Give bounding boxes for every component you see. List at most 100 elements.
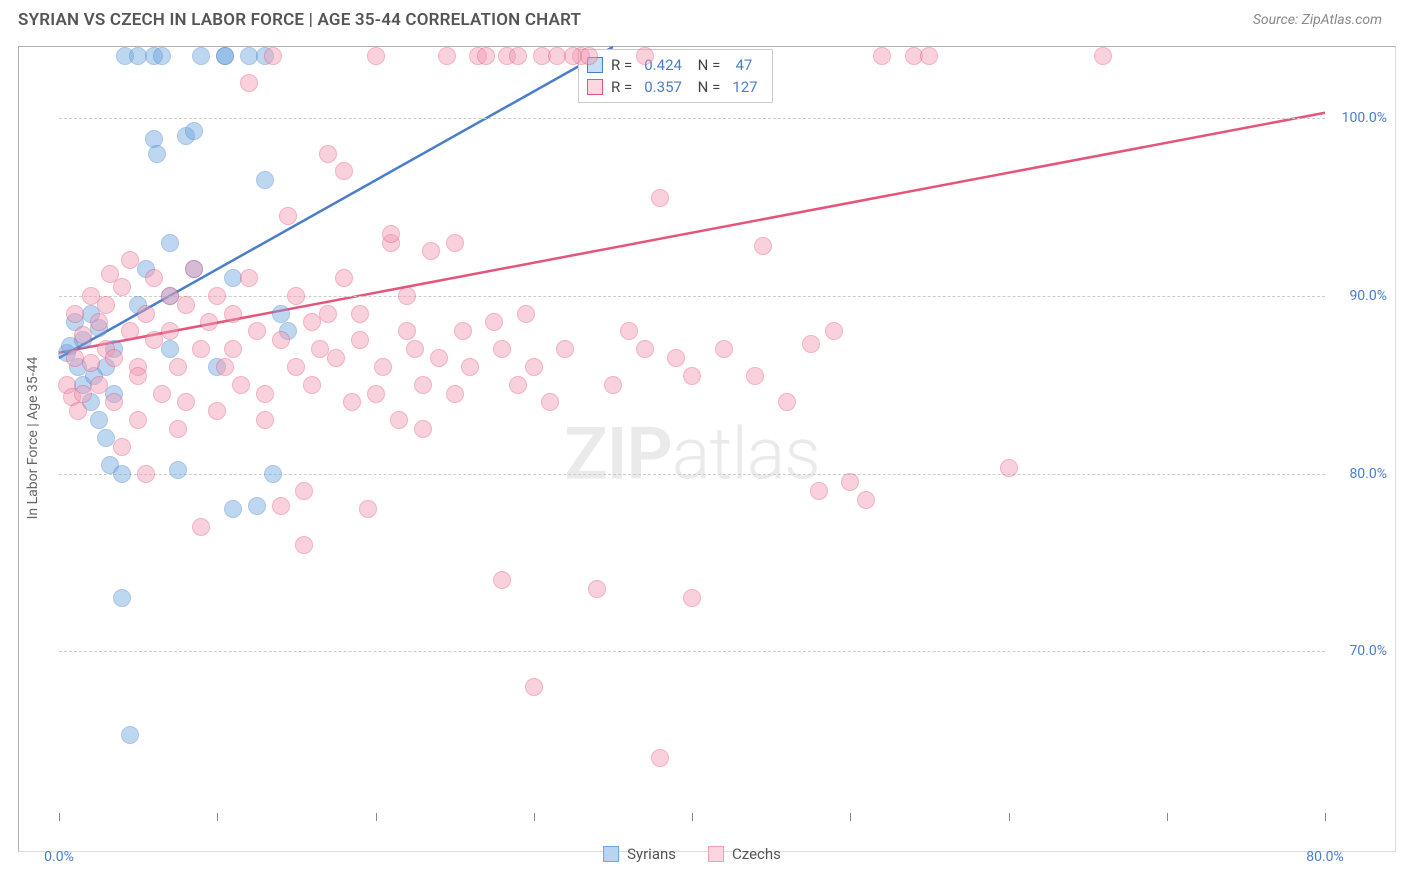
data-point bbox=[683, 367, 701, 385]
data-point bbox=[224, 500, 242, 518]
data-point bbox=[192, 47, 210, 65]
legend-swatch bbox=[603, 846, 619, 862]
data-point bbox=[287, 287, 305, 305]
data-point bbox=[169, 461, 187, 479]
data-point bbox=[137, 465, 155, 483]
data-point bbox=[509, 376, 527, 394]
data-point bbox=[90, 376, 108, 394]
data-point bbox=[224, 305, 242, 323]
data-point bbox=[177, 296, 195, 314]
data-point bbox=[295, 482, 313, 500]
data-point bbox=[335, 162, 353, 180]
data-point bbox=[185, 260, 203, 278]
x-tick-label: 80.0% bbox=[1306, 849, 1344, 865]
data-point bbox=[90, 411, 108, 429]
data-point bbox=[430, 349, 448, 367]
data-point bbox=[438, 47, 456, 65]
data-point bbox=[264, 465, 282, 483]
data-point bbox=[272, 331, 290, 349]
data-point bbox=[303, 376, 321, 394]
stats-legend: R =0.424 N =47R =0.357 N =127 bbox=[578, 49, 773, 103]
data-point bbox=[778, 393, 796, 411]
data-point bbox=[208, 402, 226, 420]
data-point bbox=[398, 287, 416, 305]
legend-swatch bbox=[587, 79, 603, 95]
data-point bbox=[66, 305, 84, 323]
data-point bbox=[105, 393, 123, 411]
data-point bbox=[121, 322, 139, 340]
data-point bbox=[509, 47, 527, 65]
data-point bbox=[113, 278, 131, 296]
data-point bbox=[287, 358, 305, 376]
data-point bbox=[454, 322, 472, 340]
data-point bbox=[390, 411, 408, 429]
data-point bbox=[651, 189, 669, 207]
x-tick bbox=[534, 813, 535, 821]
y-tick-label: 70.0% bbox=[1332, 643, 1387, 659]
data-point bbox=[746, 367, 764, 385]
x-tick-label: 0.0% bbox=[44, 849, 74, 865]
data-point bbox=[295, 536, 313, 554]
gridline-h bbox=[59, 474, 1325, 475]
data-point bbox=[192, 518, 210, 536]
data-point bbox=[161, 322, 179, 340]
x-tick bbox=[376, 813, 377, 821]
data-point bbox=[541, 393, 559, 411]
stats-legend-row: R =0.357 N =127 bbox=[587, 76, 762, 98]
data-point bbox=[588, 580, 606, 598]
data-point bbox=[200, 313, 218, 331]
data-point bbox=[145, 269, 163, 287]
data-point bbox=[169, 420, 187, 438]
data-point bbox=[683, 589, 701, 607]
data-point bbox=[240, 269, 258, 287]
data-point bbox=[121, 726, 139, 744]
chart-title: SYRIAN VS CZECH IN LABOR FORCE | AGE 35-… bbox=[18, 10, 581, 30]
data-point bbox=[185, 122, 203, 140]
trend-line bbox=[59, 113, 1325, 353]
data-point bbox=[256, 171, 274, 189]
n-value: 127 bbox=[728, 78, 761, 96]
x-tick bbox=[1009, 813, 1010, 821]
data-point bbox=[256, 411, 274, 429]
data-point bbox=[216, 47, 234, 65]
data-point bbox=[351, 331, 369, 349]
data-point bbox=[224, 340, 242, 358]
data-point bbox=[398, 322, 416, 340]
data-point bbox=[367, 385, 385, 403]
data-point bbox=[715, 340, 733, 358]
data-point bbox=[367, 47, 385, 65]
data-point bbox=[556, 340, 574, 358]
data-point bbox=[74, 326, 92, 344]
data-point bbox=[264, 47, 282, 65]
source-label: Source: ZipAtlas.com bbox=[1253, 12, 1382, 28]
data-point bbox=[82, 354, 100, 372]
data-point bbox=[422, 242, 440, 260]
data-point bbox=[802, 335, 820, 353]
data-point bbox=[414, 420, 432, 438]
data-point bbox=[153, 385, 171, 403]
data-point bbox=[564, 47, 582, 65]
data-point bbox=[148, 145, 166, 163]
data-point bbox=[279, 207, 297, 225]
chart-container: In Labor Force | Age 35-44 ZIPatlas R =0… bbox=[18, 46, 1396, 852]
data-point bbox=[604, 376, 622, 394]
data-point bbox=[374, 358, 392, 376]
series-legend: SyriansCzechs bbox=[603, 845, 781, 863]
x-tick bbox=[692, 813, 693, 821]
data-point bbox=[256, 385, 274, 403]
data-point bbox=[319, 305, 337, 323]
data-point bbox=[319, 145, 337, 163]
trend-lines-layer bbox=[59, 47, 1325, 829]
data-point bbox=[272, 497, 290, 515]
data-point bbox=[446, 385, 464, 403]
y-tick-label: 90.0% bbox=[1332, 288, 1387, 304]
y-tick-label: 100.0% bbox=[1332, 110, 1387, 126]
y-axis-label: In Labor Force | Age 35-44 bbox=[25, 357, 41, 520]
data-point bbox=[208, 287, 226, 305]
data-point bbox=[192, 340, 210, 358]
stats-legend-row: R =0.424 N =47 bbox=[587, 54, 762, 76]
data-point bbox=[485, 313, 503, 331]
gridline-h bbox=[59, 118, 1325, 119]
data-point bbox=[810, 482, 828, 500]
data-point bbox=[493, 571, 511, 589]
